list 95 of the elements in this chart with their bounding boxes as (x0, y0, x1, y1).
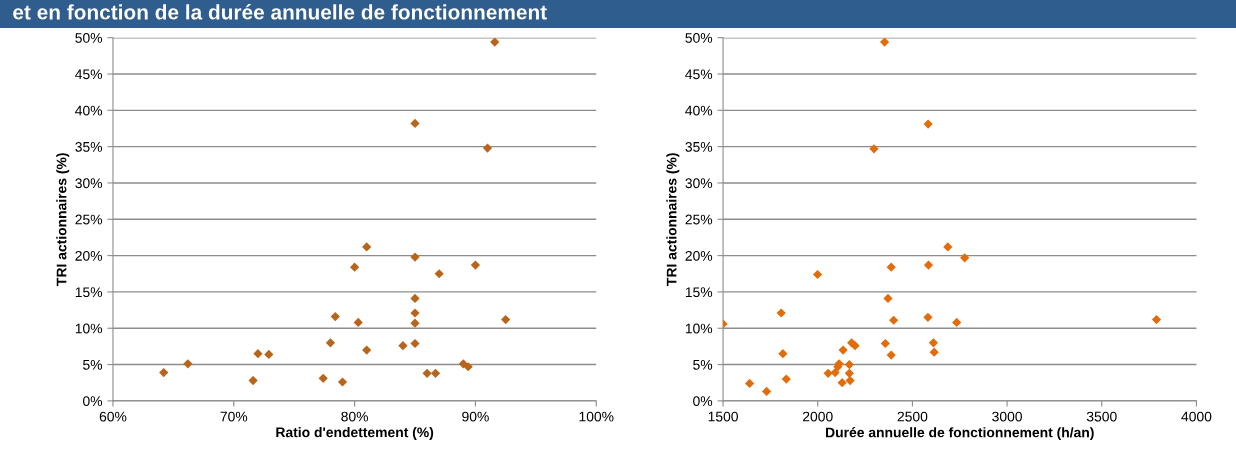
y-tick-label: 10% (685, 323, 713, 334)
y-tick-label: 45% (685, 69, 713, 80)
x-tick-label: 1500 (708, 411, 738, 422)
point (434, 269, 444, 279)
y-tick-label: 25% (75, 214, 103, 225)
point (762, 386, 772, 397)
point (886, 350, 896, 360)
point (490, 37, 500, 47)
x-tick-label: 100% (579, 411, 614, 422)
y-tick-label: 15% (75, 287, 103, 298)
point (844, 368, 854, 378)
point (778, 349, 788, 359)
point (886, 262, 896, 272)
point (422, 368, 432, 378)
y-tick-label: 25% (685, 214, 713, 225)
point (837, 378, 847, 388)
point (869, 144, 879, 154)
point (929, 347, 939, 357)
point (325, 338, 336, 348)
point (350, 262, 360, 272)
point (923, 260, 934, 270)
x-tick-label: 4000 (1181, 411, 1212, 422)
y-tick-label: 15% (685, 287, 713, 298)
y-tick-label: 30% (685, 178, 713, 189)
point (362, 345, 372, 355)
x-tick-label: 80% (341, 411, 369, 422)
x-tick-label: 70% (220, 411, 248, 422)
point (330, 312, 340, 322)
point (159, 367, 169, 378)
x-axis-title: Durée annuelle de fonctionnement (h/an) (826, 427, 1094, 441)
point (410, 308, 420, 318)
point (943, 242, 953, 252)
y-tick-label: 20% (75, 250, 103, 261)
point (501, 314, 511, 325)
point (410, 118, 420, 128)
y-tick-label: 35% (685, 141, 713, 152)
y-axis-title: TRI actionnaires (%) (56, 153, 70, 286)
x-axis-title: Ratio d'endettement (%) (276, 427, 434, 440)
point (482, 143, 493, 153)
point (470, 260, 481, 270)
y-tick-label: 40% (685, 105, 713, 116)
point (812, 269, 823, 280)
point (410, 252, 420, 262)
x-tick-label: 3500 (1086, 411, 1117, 422)
x-tick-label: 2500 (897, 411, 928, 422)
point (838, 345, 848, 355)
point (410, 318, 420, 328)
y-tick-label: 40% (75, 105, 103, 116)
point (264, 349, 274, 359)
x-tick-label: 3000 (992, 411, 1022, 422)
point (318, 373, 328, 383)
point (183, 359, 193, 369)
point (923, 119, 933, 129)
point (744, 378, 755, 389)
point (353, 317, 363, 328)
y-tick-label: 5% (83, 359, 103, 370)
point (463, 362, 473, 372)
y-tick-label: 50% (685, 33, 713, 43)
point (410, 293, 420, 304)
point (889, 315, 899, 325)
y-tick-label: 30% (75, 178, 103, 189)
y-tick-label: 10% (75, 323, 103, 334)
point (830, 367, 840, 378)
point (776, 308, 786, 318)
point (879, 37, 890, 47)
y-tick-label: 0% (83, 396, 103, 407)
point (410, 338, 420, 349)
y-tick-label: 35% (75, 141, 103, 152)
chart-title: et en fonction de la durée annuelle de fonctionnement (13, 4, 547, 20)
x-tick-label: 90% (462, 411, 489, 422)
point (844, 359, 854, 370)
point (880, 338, 890, 349)
point (952, 317, 962, 328)
point (337, 377, 348, 387)
point (823, 368, 833, 378)
y-tick-label: 0% (693, 396, 713, 407)
y-tick-label: 20% (685, 250, 713, 261)
point (248, 375, 258, 386)
point (923, 312, 933, 322)
y-tick-label: 45% (75, 69, 103, 80)
x-tick-label: 2000 (802, 411, 833, 422)
point (1151, 314, 1162, 325)
point (430, 368, 441, 378)
point (883, 293, 893, 304)
point (362, 242, 372, 252)
point (781, 374, 791, 384)
point (398, 341, 408, 351)
point (845, 375, 855, 386)
point (253, 349, 263, 359)
point (928, 338, 939, 348)
y-tick-label: 5% (693, 359, 713, 370)
point (960, 253, 970, 263)
x-tick-label: 60% (99, 411, 127, 422)
y-axis-title: TRI actionnaires (%) (666, 153, 680, 286)
y-tick-label: 50% (75, 33, 103, 43)
